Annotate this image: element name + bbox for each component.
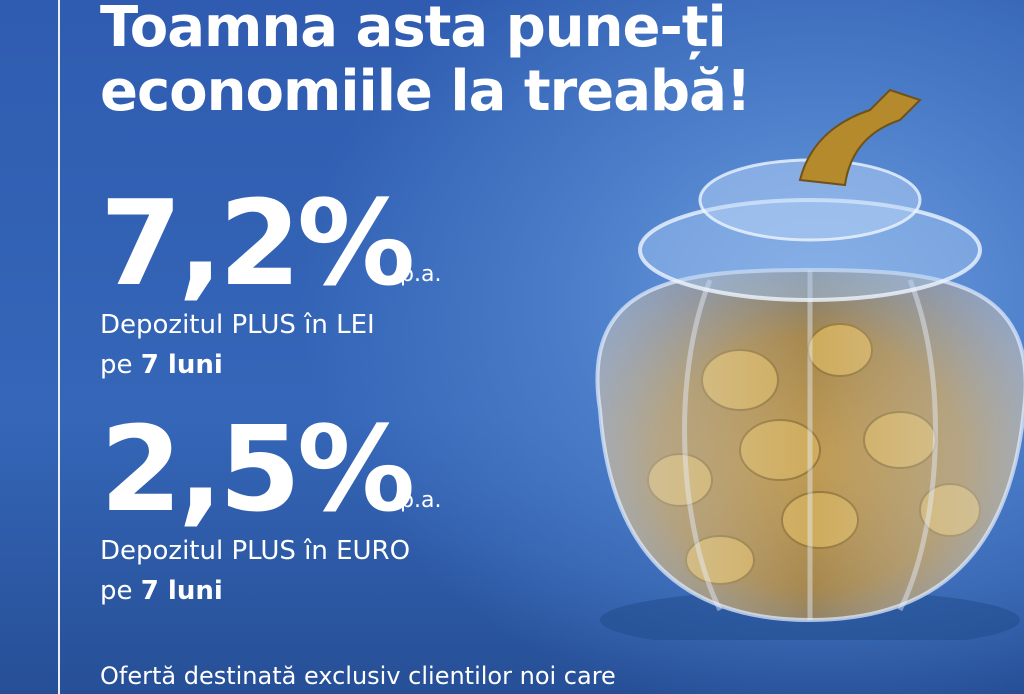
headline-line2: economiile la treabă! <box>100 59 751 124</box>
product-euro: Depozitul PLUS în EURO <box>100 536 411 566</box>
term-prefix: pe <box>100 350 133 380</box>
headline-line1: Toamna asta pune-ți <box>100 0 727 60</box>
rate-lei-unit: p.a. <box>400 262 442 287</box>
rate-lei: 7,2% <box>100 174 415 312</box>
footer-disclaimer: Ofertă destinată exclusiv clientilor noi… <box>100 662 616 690</box>
pumpkin-jar-image <box>595 88 1024 640</box>
rate-euro-unit: p.a. <box>400 488 442 513</box>
divider-line <box>58 0 60 694</box>
term-prefix: pe <box>100 576 133 606</box>
rate-euro: 2,5% <box>100 400 415 538</box>
term-euro: pe 7 luni <box>100 572 223 610</box>
term-lei: pe 7 luni <box>100 346 223 384</box>
term-value: 7 luni <box>140 576 223 606</box>
product-lei: Depozitul PLUS în LEI <box>100 310 375 340</box>
term-value: 7 luni <box>140 350 223 380</box>
